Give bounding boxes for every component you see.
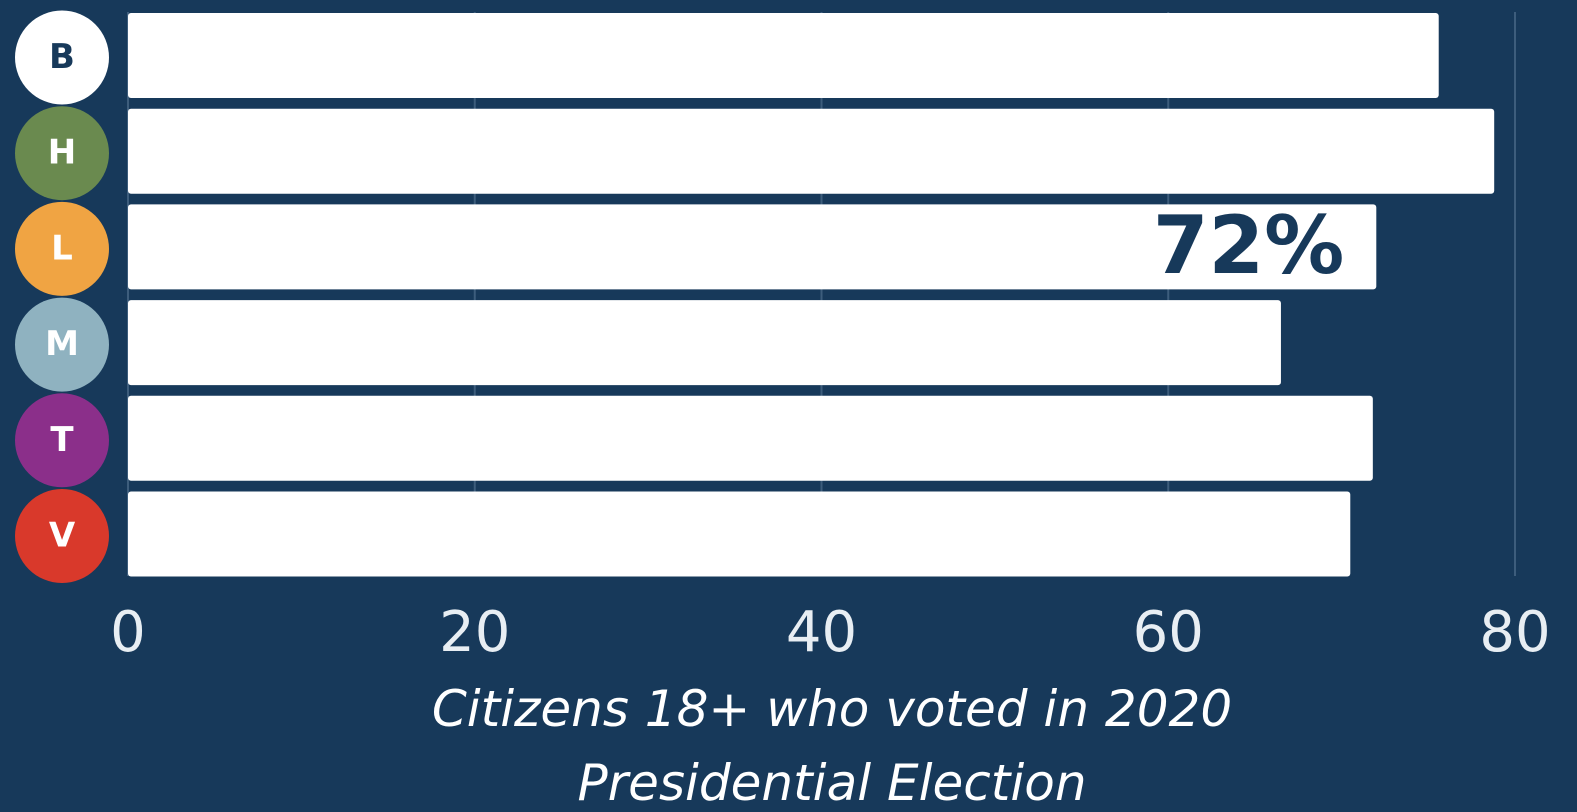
bar — [128, 300, 1281, 386]
x-tick-label: 40 — [786, 600, 857, 665]
category-badge — [15, 10, 109, 105]
x-tick-label: 0 — [110, 600, 146, 665]
bar — [128, 108, 1495, 194]
x-tick-label: 60 — [1133, 600, 1204, 665]
y-tick-label: H — [48, 133, 76, 173]
bar — [128, 395, 1373, 481]
value-label: 72% — [1153, 199, 1344, 292]
category-badge — [15, 489, 109, 583]
category-badge — [15, 201, 109, 296]
y-tick-label: V — [49, 516, 76, 556]
y-tick-label: B — [49, 37, 75, 77]
x-tick-label: 80 — [1479, 600, 1550, 665]
category-badge — [15, 393, 109, 488]
category-badge — [15, 297, 109, 392]
bar — [128, 491, 1351, 577]
bar — [128, 13, 1439, 98]
x-tick-label: 20 — [439, 600, 510, 665]
y-tick-label: L — [51, 228, 73, 268]
y-tick-label: M — [45, 324, 79, 364]
bar — [128, 204, 1377, 290]
x-axis-label: Citizens 18+ who voted in 2020 President… — [431, 680, 1233, 812]
y-tick-label: T — [50, 420, 74, 460]
category-badge — [15, 106, 109, 201]
